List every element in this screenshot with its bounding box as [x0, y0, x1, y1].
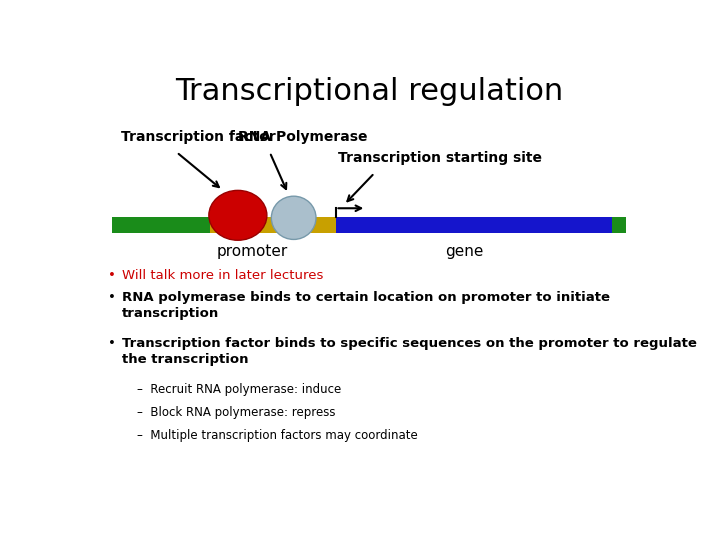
Text: Transcriptional regulation: Transcriptional regulation [175, 77, 563, 106]
Text: promoter: promoter [216, 244, 287, 259]
Text: Transcription factor: Transcription factor [121, 130, 276, 144]
Bar [112, 218, 210, 233]
Bar [210, 218, 336, 233]
Bar [612, 218, 626, 233]
Text: Transcription factor binds to specific sequences on the promoter to regulate
the: Transcription factor binds to specific s… [122, 337, 697, 366]
Text: RNA polymerase binds to certain location on promoter to initiate
transcription: RNA polymerase binds to certain location… [122, 292, 611, 320]
Text: RNA Polymerase: RNA Polymerase [238, 130, 367, 144]
Text: gene: gene [445, 244, 483, 259]
Text: •: • [109, 268, 116, 281]
Ellipse shape [271, 196, 316, 239]
Text: –  Recruit RNA polymerase: induce: – Recruit RNA polymerase: induce [138, 383, 342, 396]
Text: Transcription starting site: Transcription starting site [338, 151, 542, 165]
Text: –  Block RNA polymerase: repress: – Block RNA polymerase: repress [138, 406, 336, 419]
Text: –  Multiple transcription factors may coordinate: – Multiple transcription factors may coo… [138, 429, 418, 442]
Ellipse shape [209, 191, 267, 240]
Bar [336, 218, 612, 233]
Text: •: • [109, 337, 116, 350]
Text: •: • [109, 292, 116, 305]
Text: Will talk more in later lectures: Will talk more in later lectures [122, 268, 324, 281]
